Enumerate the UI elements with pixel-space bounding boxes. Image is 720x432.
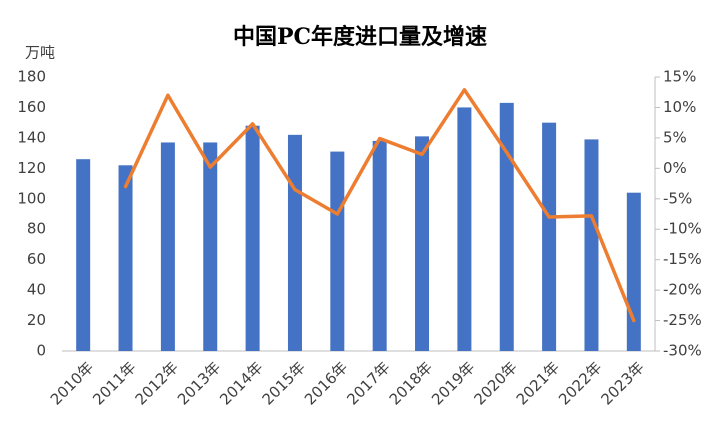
y-tick-label: 60 [27,250,46,268]
bar [160,142,175,351]
y2-tick-label: -15% [663,250,702,268]
y-tick-label: 40 [27,281,46,299]
y-tick-label: 180 [17,68,46,86]
line [123,88,636,323]
y2-tick-label: -30% [663,342,702,360]
y2-tick-label: 10% [663,98,696,116]
bar [542,122,557,352]
y-tick-label: 140 [17,128,46,146]
y-tick-label: 120 [17,159,46,177]
y2-tick-label: 5% [663,128,687,146]
y2-tick-label: -10% [663,220,702,238]
bar [118,165,133,351]
bar [499,102,514,351]
y2-tick-label: -25% [663,311,702,329]
y-tick-label: 80 [27,220,46,238]
y2-tick-label: 15% [663,68,696,86]
y-tick-label: 160 [17,98,46,116]
y-tick-label: 20 [27,311,46,329]
bar [287,134,302,351]
y2-tick-label: -5% [663,189,692,207]
y-axis-label: 万吨 [25,44,55,62]
bar [584,139,599,351]
bar [330,151,345,351]
y2-tick-label: 0% [663,159,687,177]
bar [372,140,387,351]
chart-title: 中国PC年度进口量及增速 [233,24,487,50]
bar [626,192,641,351]
bar [203,142,218,351]
bar [245,125,260,351]
bar [76,159,91,351]
y2-tick-label: -20% [663,281,702,299]
bar [415,136,430,351]
bar [457,107,472,351]
y-tick-label: 0 [36,342,46,360]
y-tick-label: 100 [17,189,46,207]
